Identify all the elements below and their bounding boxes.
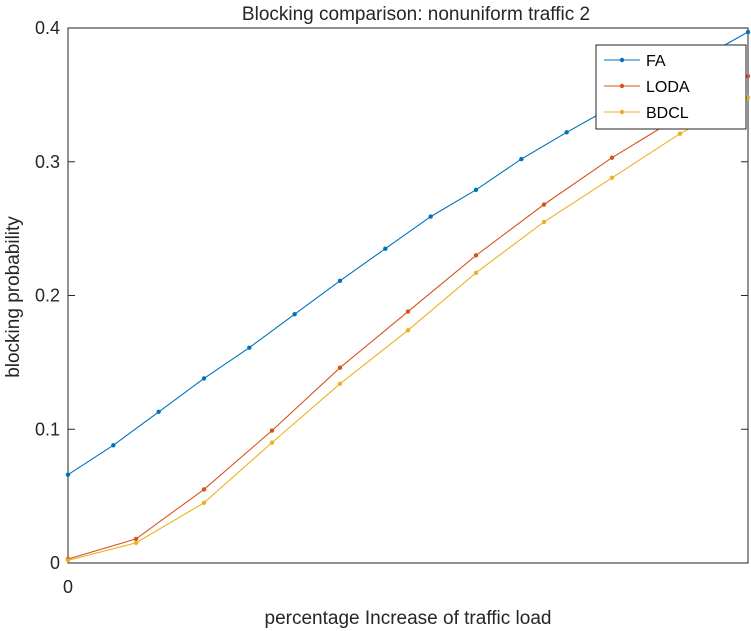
data-point-loda [201, 487, 207, 492]
data-point-bdcl [473, 270, 479, 275]
data-point-fa [65, 472, 71, 477]
plot-area: 0 0.1 0.2 0.3 0.4 0 FA LODA BDCL [35, 18, 751, 597]
data-point-loda [269, 428, 275, 433]
y-tick-label: 0 [50, 553, 60, 573]
data-point-fa [383, 246, 388, 251]
x-axis-label: percentage Increase of traffic load [265, 608, 552, 629]
data-point-fa [201, 376, 207, 381]
data-point-loda [337, 365, 343, 370]
y-axis-label: blocking probability [3, 216, 24, 378]
data-point-fa [564, 130, 569, 135]
data-point-bdcl [269, 440, 275, 445]
data-point-bdcl [201, 500, 207, 506]
y-tick-label: 0.3 [35, 152, 60, 172]
legend-label-loda: LODA [646, 79, 690, 96]
data-point-fa [745, 29, 751, 35]
legend-marker-fa [619, 57, 625, 63]
y-tick-label: 0.1 [35, 419, 60, 439]
data-point-fa [337, 278, 343, 283]
data-point-loda [541, 202, 547, 207]
legend-marker-loda [619, 83, 625, 89]
data-point-fa [247, 345, 252, 350]
data-point-bdcl [609, 175, 615, 180]
legend-label-bdcl: BDCL [646, 105, 689, 122]
data-point-loda [745, 73, 751, 79]
data-point-loda [405, 309, 411, 314]
data-point-loda [609, 155, 615, 160]
data-point-loda [473, 253, 479, 258]
data-point-bdcl [541, 219, 547, 225]
data-point-bdcl [337, 381, 343, 386]
chart-title: Blocking comparison: nonuniform traffic … [242, 4, 590, 25]
data-point-fa [473, 187, 479, 193]
data-point-fa [111, 443, 116, 448]
data-point-fa [519, 156, 524, 162]
legend-marker-bdcl [619, 109, 625, 115]
data-point-bdcl [745, 95, 751, 100]
data-point-bdcl [677, 131, 683, 136]
legend-label-fa: FA [646, 53, 666, 70]
data-point-fa [156, 409, 161, 415]
y-tick-label: 0.2 [35, 286, 60, 306]
data-point-bdcl [65, 558, 71, 563]
data-point-loda [133, 536, 139, 542]
series-line-loda [67, 75, 749, 560]
data-point-bdcl [133, 540, 139, 546]
x-tick-label: 0 [63, 577, 73, 597]
data-point-bdcl [405, 328, 411, 333]
y-tick-label: 0.4 [35, 18, 60, 38]
data-point-fa [292, 312, 297, 317]
data-point-fa [428, 214, 433, 219]
